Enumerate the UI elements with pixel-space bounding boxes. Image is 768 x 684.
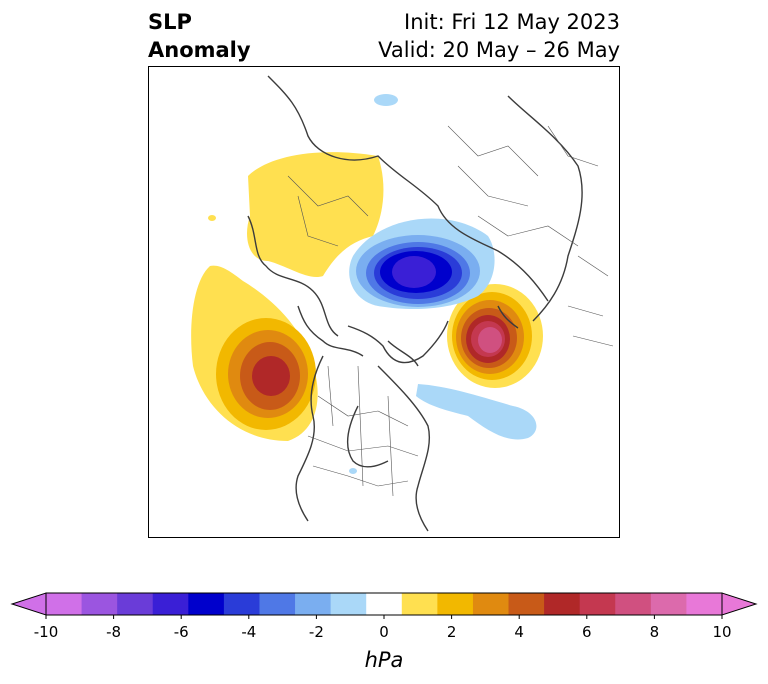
colorbar-segment xyxy=(579,593,616,615)
colorbar-segment xyxy=(46,593,83,615)
colorbar-segment xyxy=(650,593,687,615)
colorbar-segment xyxy=(366,593,403,615)
valid-date-range: Valid: 20 May – 26 May xyxy=(378,38,620,62)
colorbar-tick-label: 10 xyxy=(712,623,731,641)
colorbar: -10 -8 -6 -4 -2 0 2 4 6 8 10 hPa xyxy=(10,592,758,672)
slp-anomaly-map xyxy=(148,66,620,538)
colorbar-segment xyxy=(259,593,296,615)
title-line-2: Anomaly xyxy=(148,38,251,62)
colorbar-segment xyxy=(472,593,510,615)
colorbar-segment xyxy=(223,593,260,615)
colorbar-segment xyxy=(686,593,723,615)
coastlines xyxy=(247,75,583,532)
colorbar-segment xyxy=(437,593,474,615)
title-line-1: SLP xyxy=(148,10,192,34)
colorbar-tick-label: 2 xyxy=(447,623,457,641)
colorbar-segment xyxy=(152,593,189,615)
canadian-arctic-low-shading xyxy=(416,384,537,440)
colorbar-tick-label: -6 xyxy=(174,623,189,641)
colorbar-tick-label: 0 xyxy=(379,623,389,641)
europe-high-shading xyxy=(247,152,384,278)
colorbar-segment xyxy=(615,593,652,615)
colorbar-segment xyxy=(188,593,225,615)
colorbar-tick-label: -8 xyxy=(106,623,121,641)
colorbar-unit: hPa xyxy=(365,648,404,672)
colorbar-tick-label: -10 xyxy=(34,623,59,641)
colorbar-tick-label: 6 xyxy=(582,623,592,641)
map-title: SLP Anomaly xyxy=(148,8,251,64)
colorbar-segment xyxy=(508,593,545,615)
colorbar-tick-label: 4 xyxy=(514,623,524,641)
colorbar-segment xyxy=(81,593,118,615)
date-info: Init: Fri 12 May 2023 Valid: 20 May – 26… xyxy=(378,8,620,64)
colorbar-tick-label: 8 xyxy=(650,623,660,641)
colorbar-segment xyxy=(330,593,367,615)
colorbar-segment xyxy=(401,593,438,615)
colorbar-tick-label: -2 xyxy=(309,623,324,641)
north-atlantic-low-shading xyxy=(349,218,495,309)
colorbar-tick-label: -4 xyxy=(241,623,256,641)
colorbar-segment xyxy=(544,593,581,615)
init-date: Init: Fri 12 May 2023 xyxy=(404,10,620,34)
colorbar-under-arrow xyxy=(10,592,47,616)
colorbar-segment xyxy=(117,593,154,615)
colorbar-over-arrow xyxy=(721,592,758,616)
borders xyxy=(287,125,614,497)
north-pacific-high-shading xyxy=(191,265,318,441)
colorbar-segment xyxy=(295,593,332,615)
barents-kara-high-shading xyxy=(447,284,543,388)
